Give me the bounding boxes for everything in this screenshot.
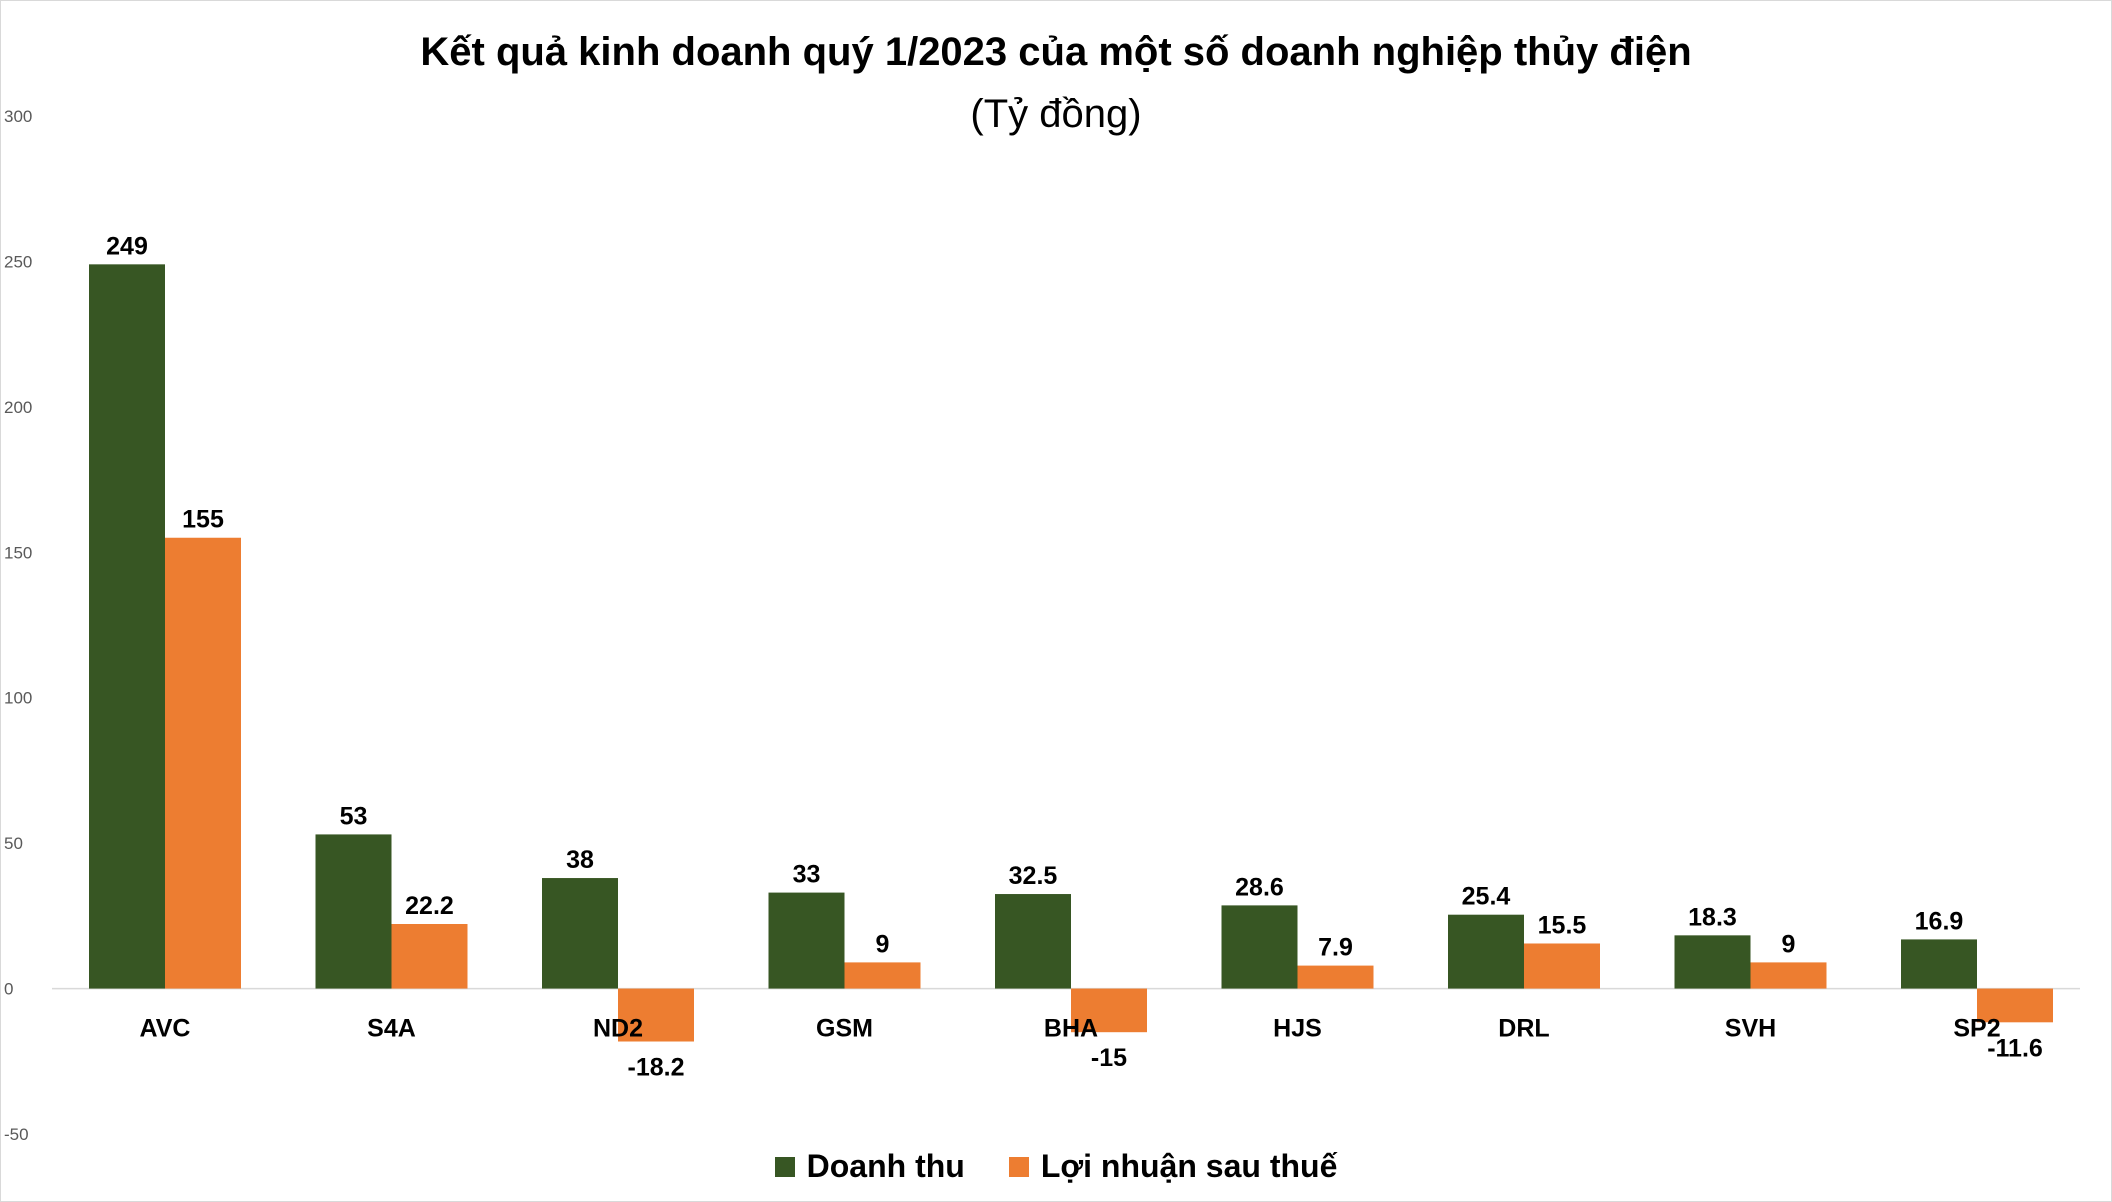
chart-subtitle: (Tỷ đồng) <box>970 92 1142 136</box>
data-label-revenue: 32.5 <box>1009 862 1058 890</box>
category-label: HJS <box>1273 1015 1322 1043</box>
bar-profit <box>165 537 241 989</box>
data-label-profit: -11.6 <box>1987 1034 2043 1062</box>
y-tick-label: -50 <box>4 1125 29 1144</box>
legend: Doanh thu Lợi nhuận sau thuế <box>0 1148 2112 1185</box>
legend-item-profit: Lợi nhuận sau thuế <box>1008 1148 1338 1185</box>
bar-revenue <box>1448 914 1524 989</box>
legend-label-profit: Lợi nhuận sau thuế <box>1040 1148 1338 1184</box>
bar-revenue <box>315 834 392 989</box>
data-label-revenue: 25.4 <box>1462 883 1511 911</box>
category-label: ND2 <box>593 1015 643 1043</box>
bar-profit <box>1297 965 1374 989</box>
data-label-revenue: 38 <box>566 846 594 874</box>
y-tick-label: 50 <box>4 834 23 853</box>
category-label: DRL <box>1498 1015 1549 1043</box>
data-label-profit: 9 <box>1782 930 1796 958</box>
y-tick-label: 250 <box>4 252 32 271</box>
bar-revenue <box>1221 905 1298 989</box>
category-label: SP2 <box>1953 1015 2000 1043</box>
y-tick-label: 100 <box>4 689 32 708</box>
bar-revenue <box>768 892 845 989</box>
y-tick-label: 300 <box>4 107 32 126</box>
bar-revenue <box>542 878 618 989</box>
data-label-revenue: 33 <box>793 861 821 889</box>
bar-profit <box>618 988 694 1042</box>
y-tick-label: 0 <box>4 980 13 999</box>
bar-revenue <box>995 894 1071 989</box>
data-label-revenue: 53 <box>340 802 368 830</box>
legend-swatch-profit <box>1008 1156 1029 1177</box>
category-label: BHA <box>1044 1015 1098 1043</box>
data-label-profit: 22.2 <box>405 892 454 920</box>
data-label-profit: 7.9 <box>1318 934 1353 962</box>
bar-profit <box>1977 988 2053 1023</box>
category-label: GSM <box>816 1015 873 1043</box>
data-label-profit: -15 <box>1091 1044 1127 1072</box>
y-tick-label: 150 <box>4 543 32 562</box>
bar-revenue <box>1674 935 1751 989</box>
category-label: S4A <box>367 1015 416 1043</box>
bar-profit <box>844 962 921 989</box>
bar-profit <box>1750 962 1827 989</box>
data-label-profit: 15.5 <box>1538 911 1587 939</box>
bar-profit <box>1071 988 1147 1033</box>
bar-profit <box>391 924 468 989</box>
data-label-revenue: 28.6 <box>1235 873 1284 901</box>
data-label-revenue: 18.3 <box>1688 903 1737 931</box>
data-label-profit: 9 <box>876 930 890 958</box>
bar-profit <box>1524 943 1600 989</box>
data-label-revenue: 249 <box>106 232 148 260</box>
category-label: AVC <box>140 1015 191 1043</box>
chart-title: Kết quả kinh doanh quý 1/2023 của một số… <box>420 30 1692 74</box>
y-tick-label: 200 <box>4 398 32 417</box>
bar-revenue <box>89 264 165 989</box>
legend-swatch-revenue <box>774 1156 795 1177</box>
data-label-revenue: 16.9 <box>1915 907 1964 935</box>
data-label-profit: 155 <box>182 506 224 534</box>
legend-label-revenue: Doanh thu <box>806 1148 965 1184</box>
bar-revenue <box>1901 939 1977 989</box>
legend-item-revenue: Doanh thu <box>774 1148 965 1185</box>
category-label: SVH <box>1725 1015 1776 1043</box>
data-label-profit: -18.2 <box>628 1054 685 1082</box>
